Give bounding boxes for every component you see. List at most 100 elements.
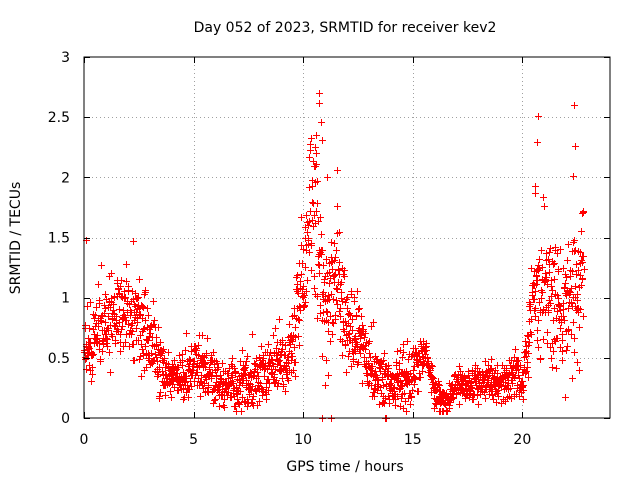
data-point	[333, 247, 340, 254]
data-point	[123, 261, 130, 268]
data-point	[211, 397, 218, 404]
data-point	[394, 348, 401, 355]
data-point	[405, 378, 412, 385]
data-point	[548, 355, 555, 362]
data-point	[385, 362, 392, 369]
data-point	[265, 387, 272, 394]
data-point	[569, 375, 576, 382]
data-point	[319, 137, 326, 144]
data-point	[523, 368, 530, 375]
data-point	[555, 295, 562, 302]
data-point	[482, 358, 489, 365]
data-point	[165, 349, 172, 356]
data-point	[487, 366, 494, 373]
data-point	[571, 349, 578, 356]
data-point	[370, 319, 377, 326]
data-point	[183, 375, 190, 382]
data-point	[229, 355, 236, 362]
data-point	[297, 278, 304, 285]
data-point	[446, 402, 453, 409]
data-point	[157, 389, 164, 396]
data-point	[373, 372, 380, 379]
data-point	[140, 326, 147, 333]
data-point	[204, 335, 211, 342]
data-point	[153, 342, 160, 349]
data-point	[259, 392, 266, 399]
data-point	[217, 375, 224, 382]
data-point	[571, 335, 578, 342]
data-point	[171, 384, 178, 391]
data-point	[184, 382, 191, 389]
data-point	[295, 333, 302, 340]
data-point	[304, 277, 311, 284]
data-point	[335, 266, 342, 273]
data-point	[425, 358, 432, 365]
data-point	[239, 380, 246, 387]
data-point	[210, 400, 217, 407]
data-point	[263, 391, 270, 398]
data-point	[315, 218, 322, 225]
data-point	[261, 373, 268, 380]
data-point	[339, 352, 346, 359]
data-point	[397, 378, 404, 385]
data-point	[395, 373, 402, 380]
data-point	[336, 308, 343, 315]
data-point	[546, 297, 553, 304]
data-point	[242, 364, 249, 371]
data-point	[461, 374, 468, 381]
data-point	[325, 292, 332, 299]
data-point	[106, 349, 113, 356]
data-point	[118, 277, 125, 284]
chart-title: Day 052 of 2023, SRMTID for receiver kev…	[194, 20, 497, 36]
data-point	[306, 218, 313, 225]
data-point	[512, 346, 519, 353]
data-point	[357, 350, 364, 357]
data-point	[548, 283, 555, 290]
data-point	[525, 342, 532, 349]
data-point	[82, 356, 89, 363]
data-point	[551, 276, 558, 283]
data-point	[338, 295, 345, 302]
data-point	[381, 350, 388, 357]
data-point	[117, 331, 124, 338]
data-point	[561, 317, 568, 324]
data-point	[534, 337, 541, 344]
data-point	[334, 286, 341, 293]
data-point	[411, 381, 418, 388]
data-point	[399, 354, 406, 361]
data-point	[520, 396, 527, 403]
data-point	[316, 100, 323, 107]
data-point	[311, 212, 318, 219]
data-point	[567, 289, 574, 296]
data-point	[430, 375, 437, 382]
data-point	[543, 250, 550, 257]
data-point	[429, 363, 436, 370]
data-point	[378, 361, 385, 368]
data-point	[116, 319, 123, 326]
data-point	[162, 364, 169, 371]
data-point	[272, 325, 279, 332]
data-point	[563, 274, 570, 281]
data-point	[292, 334, 299, 341]
data-series-srmtid	[81, 90, 588, 422]
data-point	[522, 338, 529, 345]
data-point	[306, 184, 313, 191]
data-point	[230, 380, 237, 387]
data-point	[424, 355, 431, 362]
data-point	[338, 289, 345, 296]
data-point	[559, 348, 566, 355]
data-point	[176, 352, 183, 359]
data-point	[175, 387, 182, 394]
data-point	[86, 345, 93, 352]
data-point	[345, 353, 352, 360]
data-point	[201, 380, 208, 387]
data-point	[95, 281, 102, 288]
data-point	[122, 294, 129, 301]
data-point	[306, 249, 313, 256]
data-point	[355, 306, 362, 313]
data-point	[123, 317, 130, 324]
data-point	[404, 338, 411, 345]
data-point	[132, 290, 139, 297]
data-point	[87, 339, 94, 346]
